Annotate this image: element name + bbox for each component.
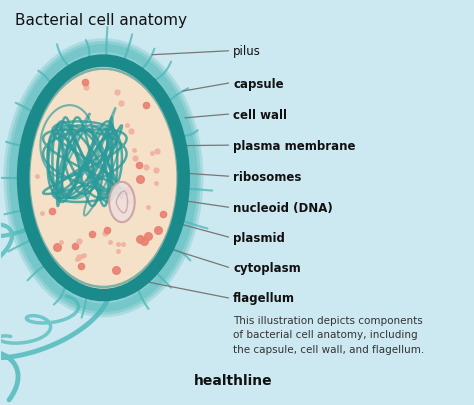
Text: pilus: pilus: [233, 45, 261, 58]
Text: ribosomes: ribosomes: [233, 170, 301, 183]
Ellipse shape: [109, 182, 135, 223]
Text: healthline: healthline: [194, 373, 273, 388]
Text: flagellum: flagellum: [233, 292, 295, 305]
Text: cell wall: cell wall: [233, 108, 287, 122]
Text: plasma membrane: plasma membrane: [233, 139, 356, 152]
Text: This illustration depicts components
of bacterial cell anatomy, including
the ca: This illustration depicts components of …: [233, 315, 424, 354]
Text: capsule: capsule: [233, 77, 284, 90]
Text: nucleoid (DNA): nucleoid (DNA): [233, 201, 333, 214]
Text: plasmid: plasmid: [233, 231, 285, 244]
Ellipse shape: [23, 62, 184, 295]
Text: Bacterial cell anatomy: Bacterial cell anatomy: [15, 13, 187, 28]
Text: cytoplasm: cytoplasm: [233, 261, 301, 274]
